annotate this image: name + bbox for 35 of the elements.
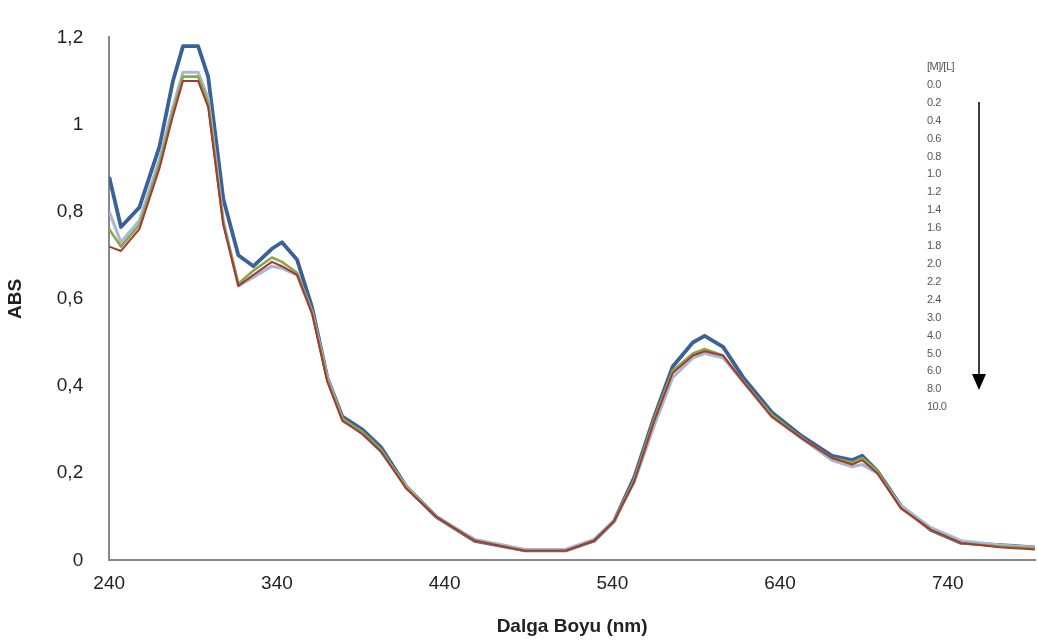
annotation: 0.6	[927, 130, 942, 146]
y-axis-title: ABS	[3, 278, 25, 319]
annotation: 2.2	[927, 273, 942, 289]
annotation: 1.6	[927, 220, 942, 236]
annotation: 1.0	[927, 166, 942, 182]
annotation: 4.0	[927, 327, 942, 343]
x-axis-title: Dalga Boyu (nm)	[496, 614, 648, 636]
y-tick-label: 0,4	[56, 374, 84, 396]
x-tick-label: 540	[596, 572, 629, 594]
annotation: 0.0	[927, 76, 942, 92]
y-tick-label: 0,2	[56, 461, 84, 483]
y-tick-label: 0,6	[56, 287, 84, 309]
y-tick-label: 1,2	[56, 25, 84, 47]
legend-title: [M]/[L]	[927, 59, 955, 74]
annotation: 2.4	[927, 291, 942, 307]
annotation: 6.0	[927, 363, 942, 379]
x-tick-label: 640	[764, 572, 796, 594]
annotation: 3.0	[927, 309, 942, 325]
annotation: 0.8	[927, 148, 942, 164]
x-tick-label: 740	[931, 572, 964, 594]
annotation: 0.4	[927, 112, 942, 128]
x-tick-label: 240	[93, 572, 126, 594]
annotation: 5.0	[927, 345, 942, 361]
annotation: 2.0	[927, 255, 942, 271]
x-tick-label: 340	[261, 572, 293, 594]
annotation: 1.8	[927, 238, 942, 254]
x-tick-label: 440	[428, 572, 461, 594]
annotation: 8.0	[927, 381, 942, 397]
y-tick-label: 0,8	[56, 199, 84, 221]
annotation: 1.2	[927, 184, 942, 200]
annotation: 1.4	[927, 202, 942, 218]
annotation: 0.2	[927, 94, 942, 110]
annotation: 10.0	[927, 399, 948, 415]
y-tick-label: 1	[72, 112, 84, 134]
y-tick-label: 0	[72, 548, 84, 570]
